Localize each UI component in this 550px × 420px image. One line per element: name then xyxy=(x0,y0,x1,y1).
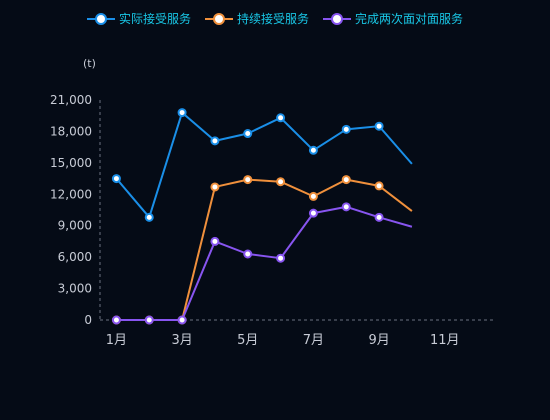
x-tick-label: 5月 xyxy=(237,333,258,348)
legend-swatch-actual xyxy=(86,12,115,25)
y-tick-label: 9,000 xyxy=(58,219,92,233)
legend-label-actual: 实际接受服务 xyxy=(118,12,191,26)
data-point-1[interactable] xyxy=(276,177,286,187)
series-line-0 xyxy=(115,111,413,219)
data-point-0[interactable] xyxy=(374,121,384,131)
x-tick-label: 11月 xyxy=(430,333,460,348)
legend-item-continuing[interactable]: 持续接受服务 xyxy=(204,10,309,27)
data-point-2[interactable] xyxy=(144,315,154,325)
data-point-2[interactable] xyxy=(177,315,187,325)
y-tick-labels: 0 3,000 6,000 9,000 12,000 15,000 18,000 21,000 xyxy=(50,93,92,327)
y-tick-label: 3,000 xyxy=(58,282,92,296)
y-tick-label: 15,000 xyxy=(50,156,92,170)
data-point-0[interactable] xyxy=(276,113,286,123)
series-group xyxy=(111,108,413,325)
data-point-2[interactable] xyxy=(341,202,351,212)
legend-item-twice[interactable]: 完成两次面对面服务 xyxy=(323,10,463,27)
data-point-0[interactable] xyxy=(341,124,351,134)
data-point-2[interactable] xyxy=(374,212,384,222)
data-point-0[interactable] xyxy=(210,136,220,146)
data-point-0[interactable] xyxy=(177,108,187,118)
legend-label-continuing: 持续接受服务 xyxy=(236,12,309,26)
legend-swatch-continuing xyxy=(204,12,233,25)
data-point-2[interactable] xyxy=(308,208,318,218)
series-line-1 xyxy=(116,178,413,321)
x-tick-label: 7月 xyxy=(303,333,324,348)
data-point-2[interactable] xyxy=(111,315,121,325)
legend-swatch-twice xyxy=(323,12,351,25)
x-tick-label: 3月 xyxy=(171,333,192,348)
data-point-0[interactable] xyxy=(243,129,253,139)
data-point-2[interactable] xyxy=(243,249,253,259)
data-point-0[interactable] xyxy=(308,145,318,155)
data-point-1[interactable] xyxy=(210,182,220,192)
y-tick-label: 6,000 xyxy=(58,250,92,264)
x-tick-label: 9月 xyxy=(368,333,389,348)
data-point-1[interactable] xyxy=(341,175,351,185)
x-tick-labels: 1月 3月 5月 7月 9月 11月 xyxy=(106,333,460,348)
data-point-0[interactable] xyxy=(144,212,154,222)
data-point-2[interactable] xyxy=(276,253,286,263)
legend-item-actual[interactable]: 实际接受服务 xyxy=(86,10,191,27)
data-point-1[interactable] xyxy=(374,181,384,191)
legend-label-twice: 完成两次面对面服务 xyxy=(355,12,464,26)
data-point-0[interactable] xyxy=(111,174,121,184)
data-point-1[interactable] xyxy=(243,175,253,185)
data-point-1[interactable] xyxy=(308,191,318,201)
series-line-2 xyxy=(116,205,413,321)
y-axis-unit: (t) xyxy=(83,57,96,70)
x-tick-label: 1月 xyxy=(106,333,127,348)
legend: 实际接受服务 持续接受服务 完成两次面对面服务 xyxy=(0,10,550,27)
y-tick-label: 12,000 xyxy=(50,187,92,201)
data-point-2[interactable] xyxy=(210,236,220,246)
y-tick-label: 0 xyxy=(84,313,92,327)
y-tick-label: 18,000 xyxy=(50,124,92,138)
y-tick-label: 21,000 xyxy=(50,93,92,107)
